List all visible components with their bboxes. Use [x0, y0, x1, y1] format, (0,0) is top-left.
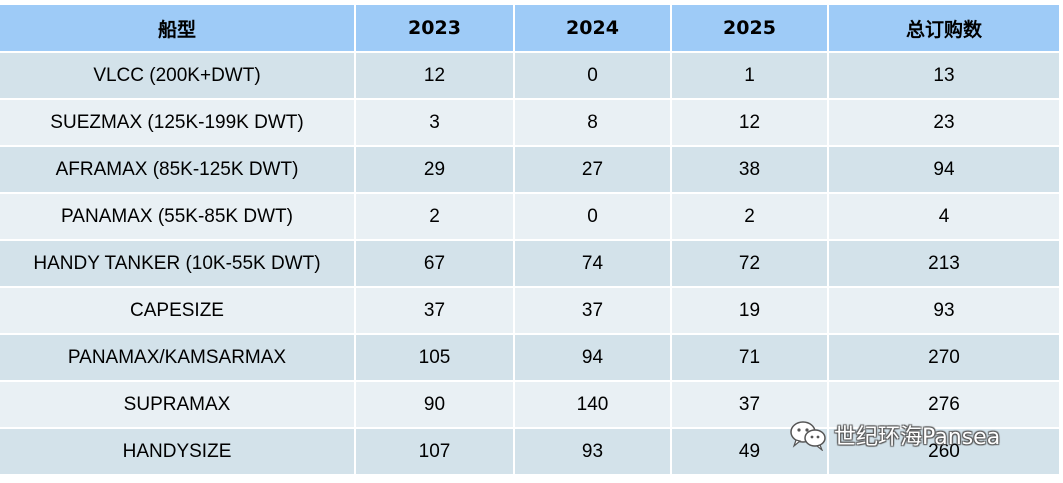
- cell-2025: 19: [671, 287, 829, 335]
- table-row: AFRAMAX (85K-125K DWT) 29 27 38 94: [0, 146, 1061, 194]
- cell-ship-type: VLCC (200K+DWT): [0, 52, 356, 100]
- cell-2024: 37: [514, 287, 672, 335]
- cell-total: 276: [828, 381, 1061, 429]
- header-ship-type: 船型: [0, 5, 356, 53]
- cell-2023: 29: [355, 146, 515, 194]
- cell-total: 94: [828, 146, 1061, 194]
- cell-2025: 71: [671, 334, 829, 382]
- cell-2023: 3: [355, 99, 515, 147]
- header-2025: 2025: [671, 5, 829, 53]
- table-row: PANAMAX/KAMSARMAX 105 94 71 270: [0, 334, 1061, 382]
- cell-2023: 90: [355, 381, 515, 429]
- cell-2024: 0: [514, 52, 672, 100]
- cell-2025: 49: [671, 428, 829, 476]
- cell-2025: 12: [671, 99, 829, 147]
- cell-2024: 93: [514, 428, 672, 476]
- cell-ship-type: HANDYSIZE: [0, 428, 356, 476]
- cell-ship-type: PANAMAX/KAMSARMAX: [0, 334, 356, 382]
- cell-2024: 8: [514, 99, 672, 147]
- cell-2024: 0: [514, 193, 672, 241]
- table-row: SUPRAMAX 90 140 37 276: [0, 381, 1061, 429]
- cell-2024: 74: [514, 240, 672, 288]
- cell-total: 4: [828, 193, 1061, 241]
- cell-2025: 37: [671, 381, 829, 429]
- table-row: HANDYSIZE 107 93 49 260: [0, 428, 1061, 476]
- header-2023: 2023: [355, 5, 515, 53]
- cell-ship-type: AFRAMAX (85K-125K DWT): [0, 146, 356, 194]
- table-row: CAPESIZE 37 37 19 93: [0, 287, 1061, 335]
- cell-2025: 38: [671, 146, 829, 194]
- cell-total: 213: [828, 240, 1061, 288]
- cell-2024: 94: [514, 334, 672, 382]
- cell-total: 270: [828, 334, 1061, 382]
- cell-ship-type: PANAMAX (55K-85K DWT): [0, 193, 356, 241]
- table-header-row: 船型 2023 2024 2025 总订购数: [0, 5, 1061, 53]
- cell-2023: 37: [355, 287, 515, 335]
- cell-ship-type: HANDY TANKER (10K-55K DWT): [0, 240, 356, 288]
- cell-2023: 67: [355, 240, 515, 288]
- cell-2023: 105: [355, 334, 515, 382]
- cell-2023: 12: [355, 52, 515, 100]
- table-row: PANAMAX (55K-85K DWT) 2 0 2 4: [0, 193, 1061, 241]
- cell-2025: 72: [671, 240, 829, 288]
- cell-2024: 27: [514, 146, 672, 194]
- cell-total: 260: [828, 428, 1061, 476]
- header-total-orders: 总订购数: [828, 5, 1061, 53]
- cell-total: 23: [828, 99, 1061, 147]
- cell-2024: 140: [514, 381, 672, 429]
- header-2024: 2024: [514, 5, 672, 53]
- cell-ship-type: CAPESIZE: [0, 287, 356, 335]
- table-row: SUEZMAX (125K-199K DWT) 3 8 12 23: [0, 99, 1061, 147]
- table-row: HANDY TANKER (10K-55K DWT) 67 74 72 213: [0, 240, 1061, 288]
- cell-2025: 2: [671, 193, 829, 241]
- cell-2025: 1: [671, 52, 829, 100]
- cell-total: 13: [828, 52, 1061, 100]
- cell-2023: 107: [355, 428, 515, 476]
- orderbook-table: 船型 2023 2024 2025 总订购数 VLCC (200K+DWT) 1…: [0, 5, 1061, 476]
- cell-ship-type: SUEZMAX (125K-199K DWT): [0, 99, 356, 147]
- table-row: VLCC (200K+DWT) 12 0 1 13: [0, 52, 1061, 100]
- cell-ship-type: SUPRAMAX: [0, 381, 356, 429]
- orderbook-table-container: 船型 2023 2024 2025 总订购数 VLCC (200K+DWT) 1…: [0, 5, 1061, 476]
- cell-2023: 2: [355, 193, 515, 241]
- cell-total: 93: [828, 287, 1061, 335]
